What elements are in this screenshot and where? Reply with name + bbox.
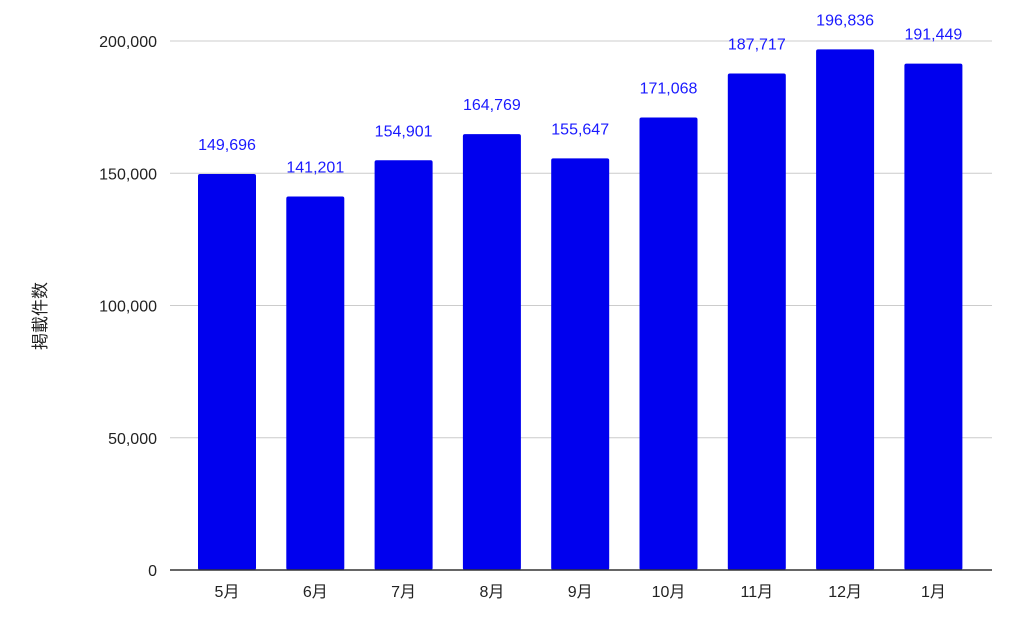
bar-6月	[286, 196, 345, 570]
bar-9月	[551, 158, 610, 570]
y-tick-label: 200,000	[99, 34, 157, 51]
x-tick-label: 6月	[303, 584, 328, 601]
data-label: 187,717	[728, 36, 786, 53]
y-axis-title: 掲載件数	[31, 282, 51, 350]
bar-7月	[374, 160, 433, 570]
y-tick-label: 50,000	[108, 431, 157, 448]
data-label: 164,769	[463, 97, 521, 114]
x-tick-label: 7月	[391, 584, 416, 601]
y-tick-label: 150,000	[99, 166, 157, 183]
y-tick-label: 100,000	[99, 299, 157, 316]
data-labels: 149,696 141,201 154,901 164,769 155,647 171,0…	[198, 12, 962, 176]
data-label: 141,201	[286, 160, 344, 177]
data-label: 149,696	[198, 137, 256, 154]
x-tick-label: 12月	[828, 584, 862, 601]
data-label: 171,068	[640, 81, 698, 98]
y-tick-label: 0	[148, 563, 157, 580]
data-label: 155,647	[551, 121, 609, 138]
bar-5月	[198, 174, 256, 570]
x-tick-label: 10月	[652, 584, 686, 601]
x-axis-ticks: 5月 6月 7月 8月 9月 10月 11月 12月 1月	[215, 584, 946, 601]
y-axis-ticks: 0 50,000 100,000 150,000 200,000	[99, 34, 157, 580]
data-label: 191,449	[904, 27, 962, 44]
x-tick-label: 1月	[921, 584, 946, 601]
bar-8月	[462, 134, 521, 571]
bar-11月	[727, 73, 786, 571]
bar-10月	[639, 117, 698, 570]
x-tick-label: 8月	[479, 584, 504, 601]
data-label: 196,836	[816, 12, 874, 29]
data-label: 154,901	[375, 123, 433, 140]
x-tick-label: 11月	[740, 584, 773, 601]
bar-1月	[904, 63, 963, 570]
bars	[198, 49, 963, 571]
x-tick-label: 9月	[568, 584, 593, 601]
bar-12月	[816, 49, 875, 571]
x-tick-label: 5月	[215, 584, 240, 601]
